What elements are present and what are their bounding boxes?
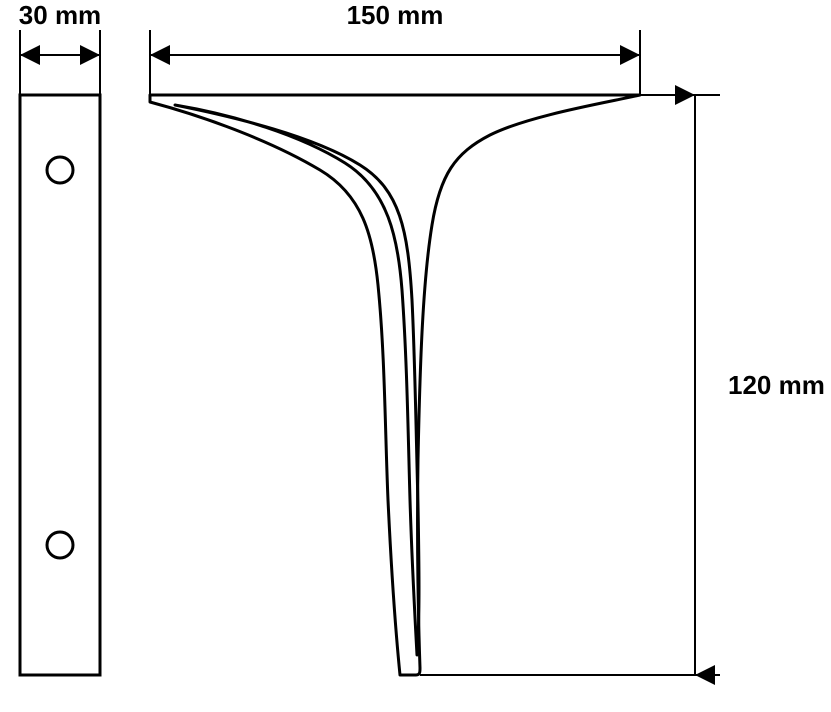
dim-120mm: 120 mm: [420, 95, 825, 675]
bracket-outer-profile: [150, 95, 640, 675]
mounting-hole-top: [47, 157, 73, 183]
dim-30-label: 30 mm: [19, 0, 101, 30]
front-view: [20, 95, 100, 675]
dim-150-label: 150 mm: [347, 0, 444, 30]
dim-150mm: 150 mm: [150, 0, 640, 95]
bracket-inner-profile: [175, 105, 419, 655]
mounting-hole-bottom: [47, 532, 73, 558]
technical-drawing: 30 mm 150 mm 120 mm: [0, 0, 831, 712]
side-view: [150, 95, 640, 675]
dim-120-label: 120 mm: [728, 370, 825, 400]
dim-30mm: 30 mm: [19, 0, 101, 95]
